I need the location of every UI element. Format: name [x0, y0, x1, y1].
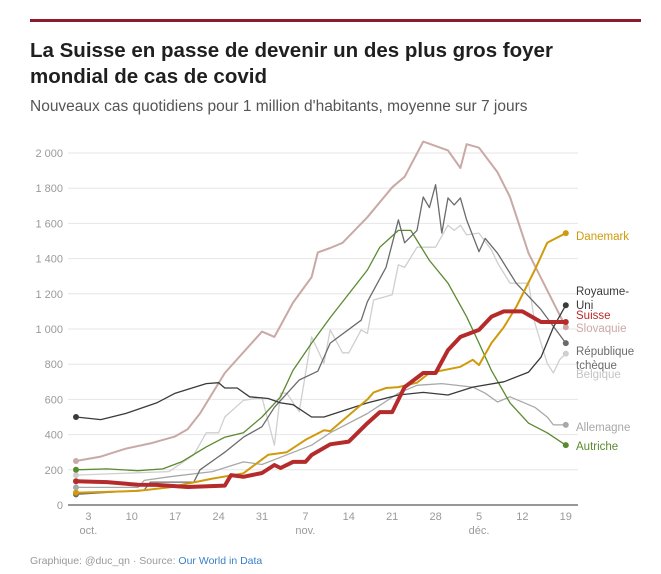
start-point-autriche [73, 466, 79, 473]
y-tick-label: 1 800 [35, 183, 63, 195]
accent-bar [30, 19, 641, 22]
start-point-suisse [73, 478, 79, 485]
x-tick-label: 17 [169, 511, 181, 523]
x-tick-label: 31 [256, 511, 268, 523]
series-lines [73, 140, 569, 498]
y-tick-label: 2 000 [35, 148, 63, 160]
series-label-royaume-uni: Royaume-Uni [576, 286, 629, 312]
x-month-label: déc. [469, 525, 490, 537]
end-point-autriche [562, 442, 569, 449]
series-line-royaume-uni [75, 304, 567, 421]
footer: Graphique: @duc_qn · Source: Our World i… [30, 555, 262, 567]
series-label-allemagne: Allemagne [576, 422, 630, 434]
y-tick-label: 1 400 [35, 254, 63, 266]
series-label-autriche: Autriche [576, 441, 618, 453]
x-tick-label: 12 [516, 511, 528, 523]
end-point-belgique [562, 350, 569, 357]
y-tick-label: 600 [45, 394, 63, 406]
series-line-republique-tcheque [75, 184, 567, 496]
series-line-suisse [75, 309, 566, 489]
series-label-belgique: Belgique [576, 369, 621, 381]
x-tick-label: 7 [302, 511, 308, 523]
end-point-slovaquie [562, 324, 569, 331]
x-tick-label: 5 [476, 511, 482, 523]
y-axis: 0 200 400 600 800 1 000 1 200 1 400 1 600 1 800 2 … [35, 148, 63, 512]
end-point-republique-tcheque [562, 340, 569, 347]
end-point-royaume-uni [562, 302, 569, 309]
y-tick-label: 800 [45, 359, 63, 371]
y-tick-label: 1 200 [35, 289, 63, 301]
chart-title: La Suisse en passe de devenir un des plu… [30, 39, 553, 88]
series-label-slovaquie: Slovaquie [576, 323, 627, 335]
start-point-slovaquie [73, 458, 79, 464]
y-tick-label: 1 000 [35, 324, 63, 336]
series-labels: Belgique Allemagne Slovaquie Autriche Républ… [576, 231, 634, 453]
y-tick-label: 400 [45, 430, 63, 442]
x-month-label: nov. [295, 525, 315, 537]
start-point-royaume-uni [73, 414, 79, 420]
start-point-danemark [73, 489, 79, 496]
chart-subtitle: Nouveaux cas quotidiens pour 1 million d… [30, 98, 528, 115]
x-tick-label: 10 [126, 511, 138, 523]
source-link[interactable]: Our World in Data [178, 555, 263, 567]
end-point-danemark [562, 230, 569, 237]
y-tick-label: 0 [57, 500, 63, 512]
start-point-belgique [73, 472, 79, 479]
x-month-label: oct. [80, 525, 98, 537]
x-tick-label: 3 [85, 511, 91, 523]
x-axis: 3 oct. 10 17 24 31 7 nov. 14 21 28 5 déc. 12 19 [80, 511, 572, 537]
y-tick-label: 1 600 [35, 218, 63, 230]
series-line-allemagne [76, 382, 566, 489]
end-point-suisse [562, 318, 569, 325]
end-point-allemagne [562, 421, 569, 428]
series-label-suisse: Suisse [576, 310, 611, 322]
x-tick-label: 21 [386, 511, 398, 523]
footer-credit: Graphique: @duc_qn · Source: [30, 555, 179, 567]
series-line-autriche [75, 229, 567, 472]
x-tick-label: 24 [212, 511, 224, 523]
x-tick-label: 28 [429, 511, 441, 523]
series-line-danemark [75, 232, 567, 494]
x-tick-label: 19 [560, 511, 572, 523]
gridlines [68, 152, 578, 506]
series-label-danemark: Danemark [576, 231, 629, 243]
series-line-belgique [75, 224, 567, 476]
series-label-republique-tcheque: République tchèque [576, 346, 634, 372]
y-tick-label: 200 [45, 465, 63, 477]
series-line-slovaquie [75, 140, 567, 462]
start-point-allemagne [73, 484, 79, 491]
x-tick-label: 14 [343, 511, 355, 523]
